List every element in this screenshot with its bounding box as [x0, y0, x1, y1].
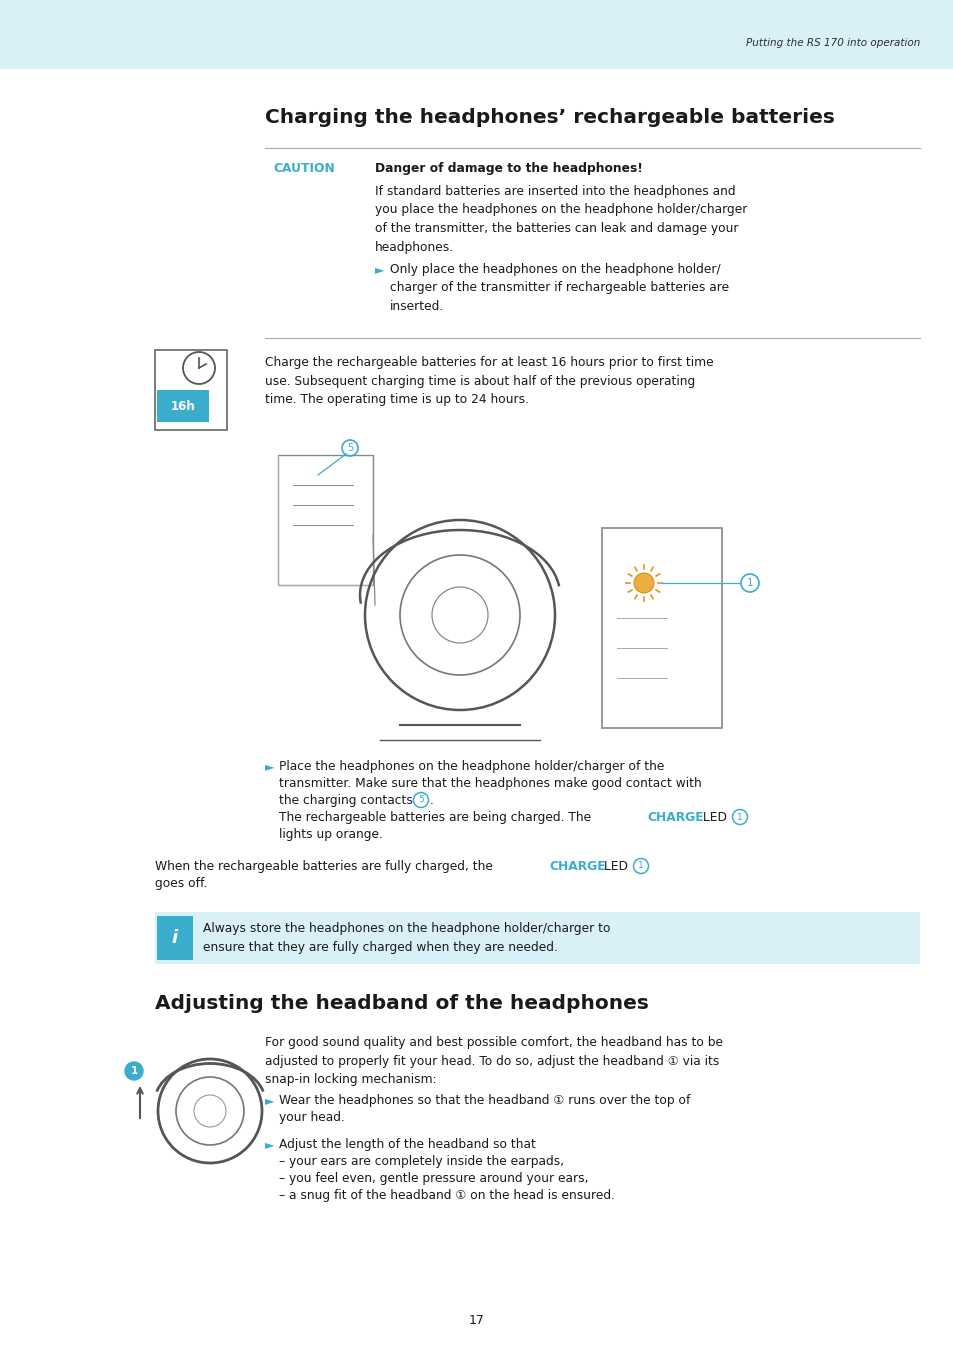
Text: 5: 5	[347, 443, 353, 454]
Text: 1: 1	[737, 813, 742, 822]
Text: i: i	[172, 929, 178, 946]
Circle shape	[125, 1062, 143, 1080]
Text: Place the headphones on the headphone holder/charger of the: Place the headphones on the headphone ho…	[278, 760, 663, 774]
Circle shape	[634, 572, 654, 593]
Text: CHARGE: CHARGE	[646, 811, 703, 824]
Text: Adjusting the headband of the headphones: Adjusting the headband of the headphones	[154, 994, 648, 1012]
Bar	[0, 0, 953, 68]
Text: transmitter. Make sure that the headphones make good contact with: transmitter. Make sure that the headphon…	[278, 778, 701, 790]
Text: Adjust the length of the headband so that: Adjust the length of the headband so tha…	[278, 1138, 536, 1152]
Text: your head.: your head.	[278, 1111, 345, 1125]
Bar	[157, 917, 193, 960]
Bar	[157, 390, 209, 423]
Text: – a snug fit of the headband ① on the head is ensured.: – a snug fit of the headband ① on the he…	[278, 1189, 615, 1202]
Bar	[601, 528, 721, 728]
Text: Wear the headphones so that the headband ① runs over the top of: Wear the headphones so that the headband…	[278, 1094, 690, 1107]
Text: CAUTION: CAUTION	[273, 162, 335, 176]
Text: 1: 1	[131, 1066, 137, 1076]
Text: CHARGE: CHARGE	[548, 860, 605, 873]
Text: 17: 17	[469, 1314, 484, 1327]
Text: 1: 1	[638, 861, 643, 871]
Text: .: .	[430, 794, 434, 807]
Text: the charging contacts: the charging contacts	[278, 794, 416, 807]
Text: ►: ►	[265, 1138, 274, 1152]
Text: 5: 5	[417, 795, 423, 805]
Text: Always store the headphones on the headphone holder/charger to
ensure that they : Always store the headphones on the headp…	[203, 922, 610, 953]
Text: Danger of damage to the headphones!: Danger of damage to the headphones!	[375, 162, 642, 176]
Bar	[154, 913, 919, 964]
Text: When the rechargeable batteries are fully charged, the: When the rechargeable batteries are full…	[154, 860, 497, 873]
Text: LED: LED	[699, 811, 730, 824]
Bar	[154, 350, 227, 431]
Text: ►: ►	[265, 760, 274, 774]
Text: – you feel even, gentle pressure around your ears,: – you feel even, gentle pressure around …	[278, 1172, 588, 1185]
Text: For good sound quality and best possible comfort, the headband has to be
adjuste: For good sound quality and best possible…	[265, 1035, 722, 1085]
Text: ►: ►	[265, 1094, 274, 1107]
Text: – your ears are completely inside the earpads,: – your ears are completely inside the ea…	[278, 1156, 563, 1168]
Text: Charging the headphones’ rechargeable batteries: Charging the headphones’ rechargeable ba…	[265, 108, 834, 127]
Text: 16h: 16h	[171, 400, 195, 413]
Text: Only place the headphones on the headphone holder/
charger of the transmitter if: Only place the headphones on the headpho…	[390, 263, 728, 313]
Text: lights up orange.: lights up orange.	[278, 828, 382, 841]
Text: The rechargeable batteries are being charged. The: The rechargeable batteries are being cha…	[278, 811, 595, 824]
Text: 1: 1	[746, 578, 753, 589]
Text: Putting the RS 170 into operation: Putting the RS 170 into operation	[745, 38, 919, 49]
Text: LED: LED	[599, 860, 631, 873]
Text: ►: ►	[375, 263, 384, 275]
Bar	[277, 455, 373, 585]
Text: goes off.: goes off.	[154, 878, 207, 890]
Text: Charge the rechargeable batteries for at least 16 hours prior to first time
use.: Charge the rechargeable batteries for at…	[265, 356, 713, 406]
Text: If standard batteries are inserted into the headphones and
you place the headpho: If standard batteries are inserted into …	[375, 185, 746, 254]
